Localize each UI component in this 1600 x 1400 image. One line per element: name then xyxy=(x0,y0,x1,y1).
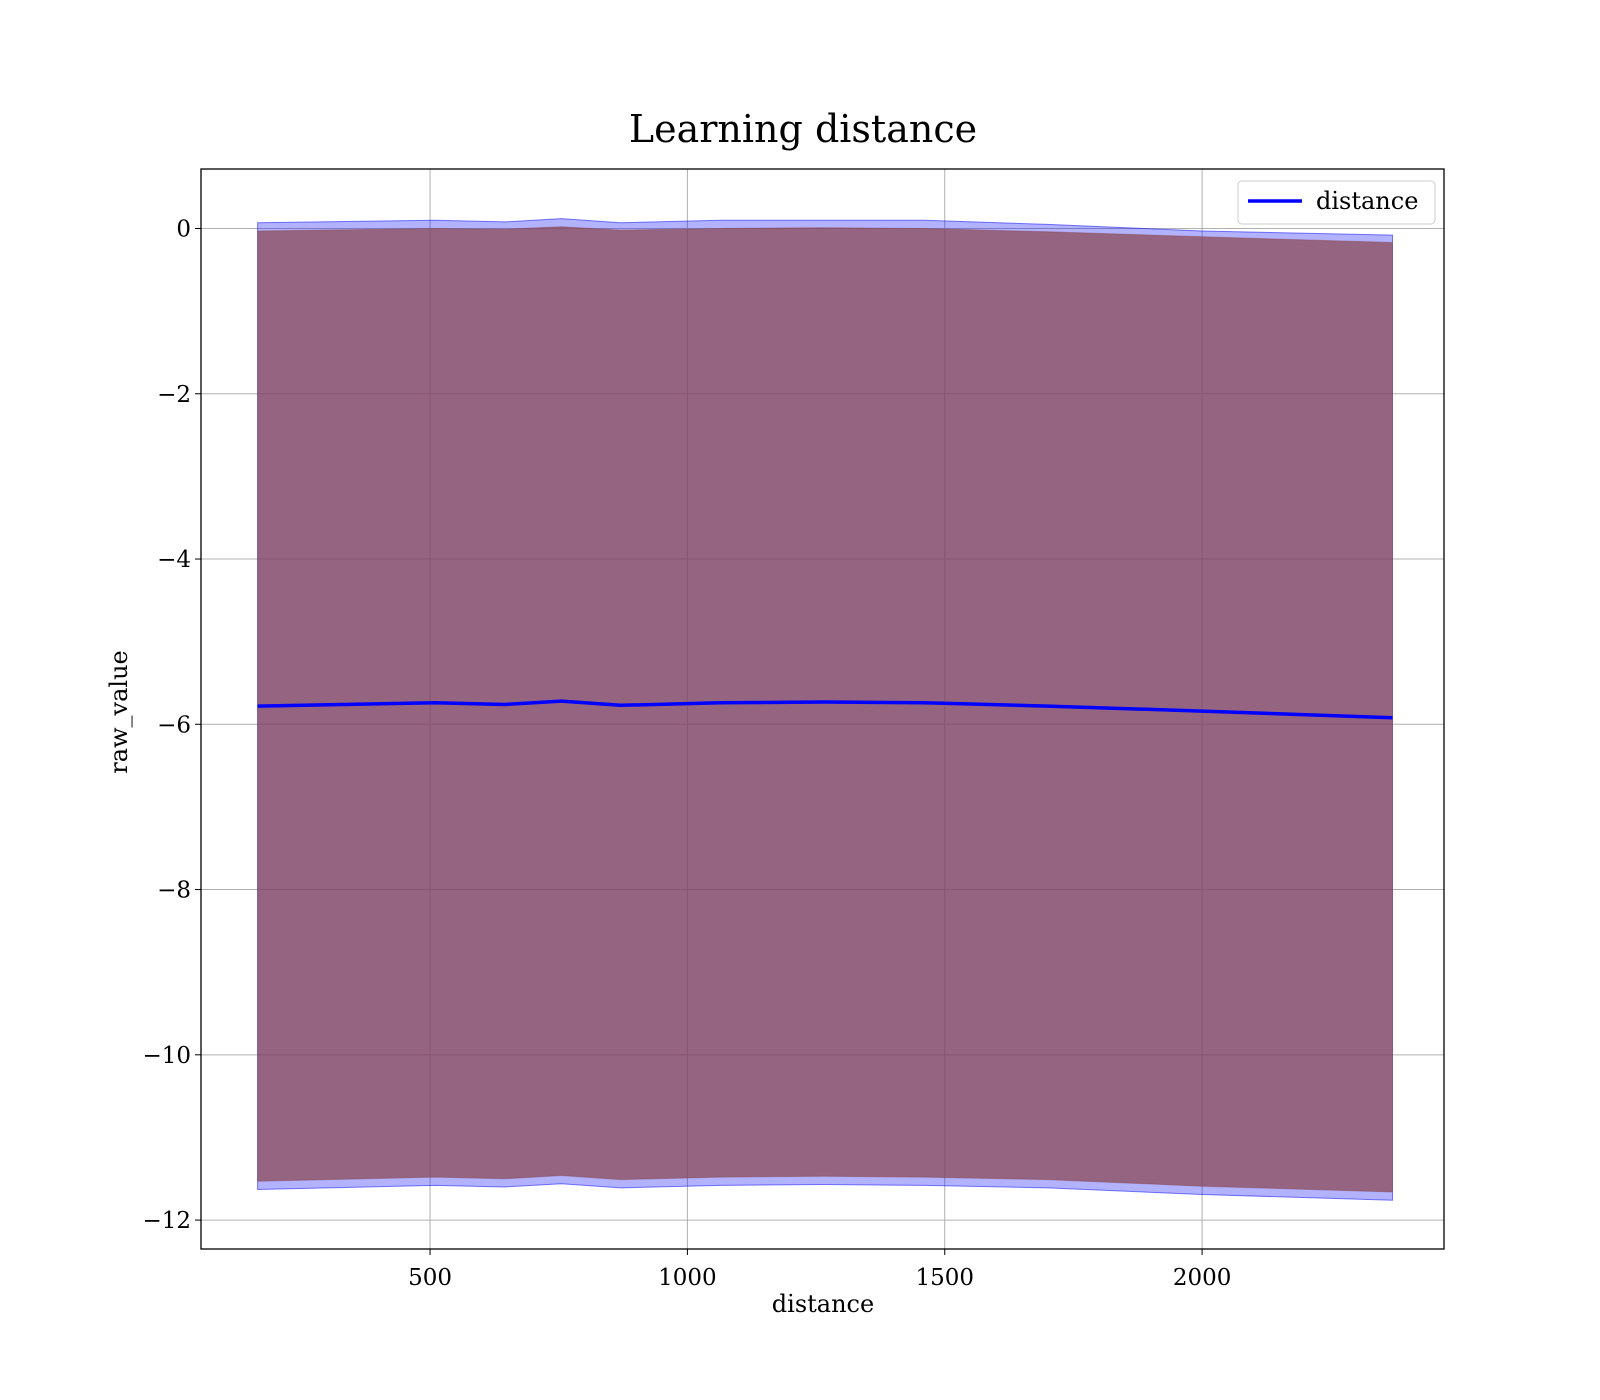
y-tick-label: 0 xyxy=(176,216,191,242)
x-tick-label: 500 xyxy=(408,1265,452,1291)
x-tick-label: 2000 xyxy=(1173,1265,1232,1291)
y-axis-label: raw_value xyxy=(105,650,133,774)
x-tick-label: 1000 xyxy=(658,1265,717,1291)
y-tick-label: −8 xyxy=(157,878,191,904)
y-tick-label: −4 xyxy=(157,547,191,573)
series-lines xyxy=(257,699,1393,720)
plot-area-frame xyxy=(200,168,1445,1250)
y-tick-label: −12 xyxy=(142,1208,191,1234)
legend: distance xyxy=(1237,180,1436,225)
legend-box xyxy=(1237,180,1436,225)
y-tick-label: −2 xyxy=(157,382,191,408)
axis-ticks: 500 1000 1500 2000 0 −2 −4 −6 −8 −10 −12 xyxy=(142,216,1231,1291)
confidence-bands xyxy=(257,218,1393,1201)
confidence-band-2 xyxy=(257,226,1393,1193)
series-line-distance xyxy=(257,699,1393,720)
chart-title: Learning distance xyxy=(629,107,977,151)
y-tick-label: −6 xyxy=(157,712,191,738)
x-tick-label: 1500 xyxy=(915,1265,974,1291)
x-axis-label: distance xyxy=(772,1290,874,1318)
y-tick-label: −10 xyxy=(142,1043,191,1069)
legend-entry-distance: distance xyxy=(1316,187,1418,215)
